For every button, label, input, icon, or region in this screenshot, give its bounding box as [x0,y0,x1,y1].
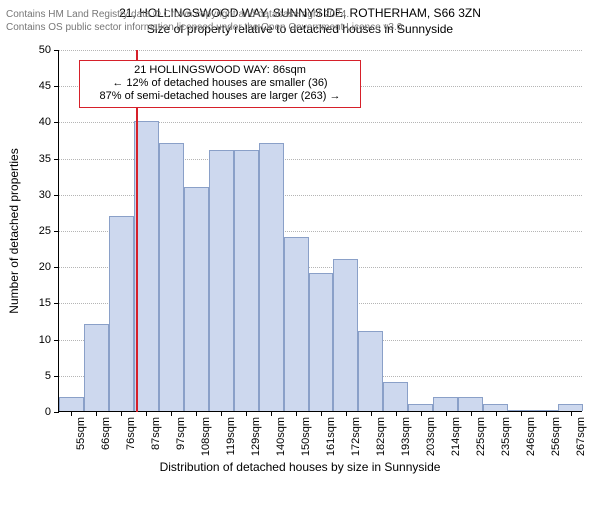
xtick-mark [321,411,322,416]
xtick-mark [221,411,222,416]
xtick-label: 214sqm [450,417,462,456]
xtick-label: 87sqm [150,417,162,450]
xtick-mark [346,411,347,416]
ytick-label: 35 [39,153,51,165]
xtick-label: 256sqm [550,417,562,456]
ytick-mark [54,159,59,160]
xtick-label: 108sqm [200,417,212,456]
annotation-box: 21 HOLLINGSWOOD WAY: 86sqm← 12% of detac… [79,60,361,108]
xtick-label: 203sqm [425,417,437,456]
xtick-mark [296,411,297,416]
ytick-label: 40 [39,116,51,128]
xtick-label: 235sqm [500,417,512,456]
ytick-mark [54,412,59,413]
histogram-bar [109,216,134,411]
ytick-mark [54,376,59,377]
footer-line-1: Contains HM Land Registry data © Crown c… [6,9,590,22]
histogram-chart: 0510152025303540455055sqm66sqm76sqm87sqm… [58,50,582,412]
xtick-mark [396,411,397,416]
ytick-label: 10 [39,334,51,346]
xtick-label: 66sqm [100,417,112,450]
ytick-mark [54,340,59,341]
histogram-bar [184,187,209,411]
xtick-mark [196,411,197,416]
histogram-bar [284,237,309,411]
histogram-bar [358,331,383,411]
ytick-mark [54,231,59,232]
xtick-label: 150sqm [300,417,312,456]
xtick-mark [171,411,172,416]
histogram-bar [333,259,358,411]
xtick-label: 140sqm [275,417,287,456]
ytick-label: 30 [39,189,51,201]
xtick-mark [571,411,572,416]
ytick-label: 0 [45,406,51,418]
xtick-mark [471,411,472,416]
xtick-label: 182sqm [375,417,387,456]
ytick-label: 45 [39,80,51,92]
xtick-label: 267sqm [575,417,587,456]
xtick-mark [146,411,147,416]
ytick-label: 15 [39,297,51,309]
histogram-bar [59,397,84,411]
histogram-bar [159,143,184,411]
annotation-line: 87% of semi-detached houses are larger (… [86,90,354,103]
histogram-bar [259,143,284,411]
histogram-bar [234,150,259,411]
xtick-label: 129sqm [250,417,262,456]
xtick-label: 76sqm [125,417,137,450]
xtick-mark [246,411,247,416]
ytick-mark [54,50,59,51]
histogram-bar [558,404,583,411]
xtick-mark [271,411,272,416]
xtick-mark [496,411,497,416]
annotation-line: ← 12% of detached houses are smaller (36… [86,77,354,90]
xtick-label: 193sqm [400,417,412,456]
footer-line-2: Contains OS public sector information li… [6,22,590,35]
xtick-label: 119sqm [225,417,237,455]
xtick-mark [546,411,547,416]
x-axis-label: Distribution of detached houses by size … [0,460,600,474]
xtick-mark [521,411,522,416]
histogram-bar [483,404,508,411]
xtick-mark [121,411,122,416]
xtick-label: 55sqm [75,417,87,450]
ytick-label: 20 [39,261,51,273]
xtick-label: 225sqm [475,417,487,456]
xtick-label: 97sqm [175,417,187,450]
ytick-label: 25 [39,225,51,237]
y-axis-label: Number of detached properties [7,148,21,313]
xtick-label: 246sqm [525,417,537,456]
xtick-mark [446,411,447,416]
ytick-label: 50 [39,44,51,56]
histogram-bar [408,404,433,411]
histogram-bar [458,397,483,411]
ytick-mark [54,195,59,196]
annotation-line: 21 HOLLINGSWOOD WAY: 86sqm [86,64,354,77]
histogram-bar [209,150,234,411]
histogram-bar [433,397,458,411]
xtick-mark [421,411,422,416]
footer-attribution: Contains HM Land Registry data © Crown c… [6,9,590,34]
xtick-mark [371,411,372,416]
xtick-mark [71,411,72,416]
ytick-mark [54,86,59,87]
ytick-mark [54,267,59,268]
histogram-bar [383,382,408,411]
ytick-mark [54,303,59,304]
xtick-label: 161sqm [325,417,337,456]
xtick-label: 172sqm [350,417,362,456]
ytick-mark [54,122,59,123]
ytick-label: 5 [45,370,51,382]
histogram-bar [84,324,109,411]
histogram-bar [309,273,334,411]
histogram-bar [134,121,159,411]
xtick-mark [96,411,97,416]
